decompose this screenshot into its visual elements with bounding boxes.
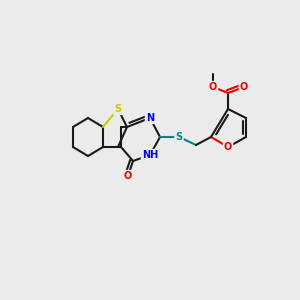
Text: S: S [114, 104, 122, 114]
Text: O: O [224, 142, 232, 152]
Text: NH: NH [142, 150, 158, 160]
Text: O: O [124, 171, 132, 181]
Text: S: S [176, 132, 183, 142]
Text: N: N [146, 113, 154, 123]
Text: O: O [240, 82, 248, 92]
Text: O: O [209, 82, 217, 92]
